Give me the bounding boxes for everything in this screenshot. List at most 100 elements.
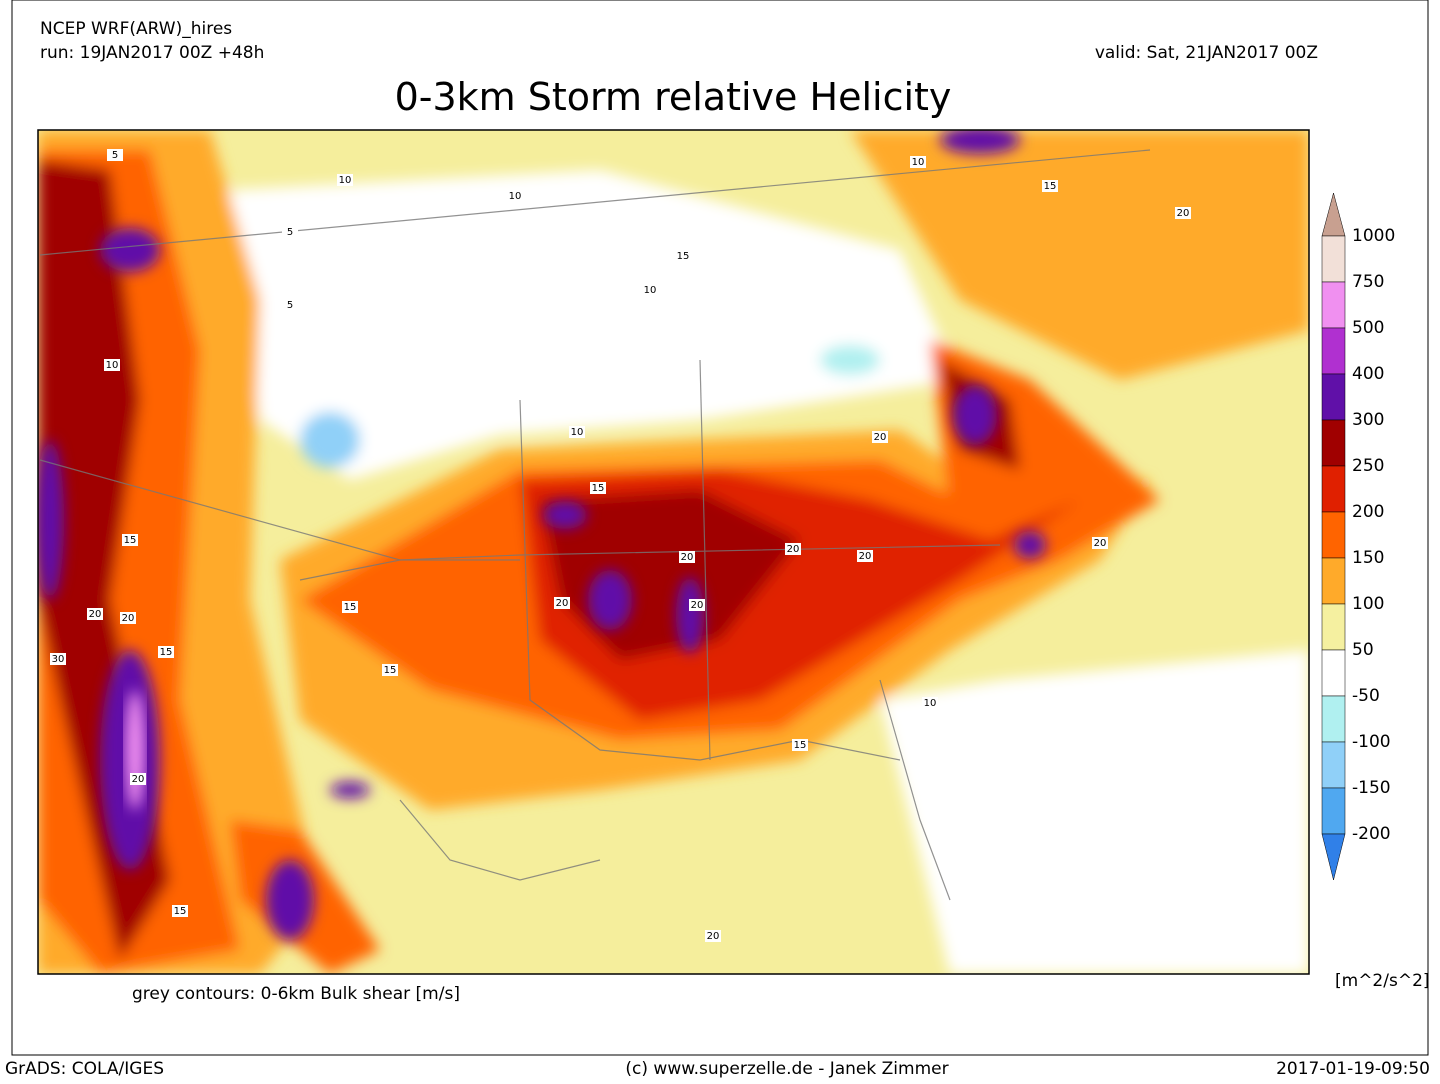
contour-label: 10	[924, 698, 937, 709]
colorbar-label: 300	[1352, 410, 1384, 430]
contour-label-bg	[1042, 180, 1058, 192]
colorbar-segment	[1321, 373, 1346, 421]
title: 0-3km Storm relative Helicity	[395, 75, 952, 119]
map-border	[37, 129, 1310, 975]
footer-center: (c) www.superzelle.de - Janek Zimmer	[625, 1059, 948, 1079]
footer-left: GrADS: COLA/IGES	[5, 1059, 164, 1079]
contour-label-bg	[922, 697, 938, 709]
colorbar-label: -150	[1352, 778, 1391, 798]
contour-note: grey contours: 0-6km Bulk shear [m/s]	[132, 984, 460, 1004]
colorbar: 1000 750 500 400 300 250 200 150 100 50 -50 -100 -15…	[1321, 192, 1395, 881]
contour-label-bg	[120, 612, 136, 624]
contour-label: 10	[571, 427, 584, 438]
colorbar-label: 200	[1352, 502, 1384, 522]
colorbar-segment	[1321, 695, 1346, 743]
colorbar-segment	[1321, 649, 1346, 697]
contour-label-bg	[785, 543, 801, 555]
contour-label-bg	[50, 653, 66, 665]
contour-label-bg	[569, 426, 585, 438]
contour-label-bg	[282, 299, 298, 311]
colorbar-label: 100	[1352, 594, 1384, 614]
contour-label: 20	[681, 552, 694, 563]
contour-label-bg	[792, 739, 808, 751]
contour-label: 15	[1044, 181, 1057, 192]
contour-label: 10	[509, 191, 522, 202]
contour-label: 5	[112, 150, 118, 161]
contour-label-bg	[590, 482, 606, 494]
colorbar-segment	[1321, 281, 1346, 329]
contour-label-bg	[507, 190, 523, 202]
contour-label: 5	[287, 227, 293, 238]
run-time: run: 19JAN2017 00Z +48h	[40, 43, 264, 63]
colorbar-label: 1000	[1352, 226, 1395, 246]
contour-label: 15	[124, 535, 137, 546]
contour-label: 10	[339, 175, 352, 186]
contour-label-bg	[337, 174, 353, 186]
colorbar-segment	[1321, 327, 1346, 375]
contour-label: 15	[344, 602, 357, 613]
colorbar-segment	[1321, 603, 1346, 651]
colorbar-label: 250	[1352, 456, 1384, 476]
contour-label-bg	[705, 930, 721, 942]
contour-label: 15	[794, 740, 807, 751]
contour-labels: 5 10 5 10 15 10 15 20 10 10 15 15 20 20 20 20 20 15 20 20 15…	[50, 149, 1191, 942]
contour-label-bg	[554, 597, 570, 609]
colorbar-label: 150	[1352, 548, 1384, 568]
contour-label: 20	[122, 613, 135, 624]
contour-label-bg	[87, 608, 103, 620]
model-name: NCEP WRF(ARW)_hires	[40, 19, 232, 39]
colorbar-arrow-top	[1321, 192, 1346, 237]
contour-label-bg	[282, 226, 298, 238]
contour-label-bg	[679, 551, 695, 563]
contour-label: 15	[677, 251, 690, 262]
colorbar-arrow-bottom	[1321, 833, 1346, 881]
colorbar-label: -200	[1352, 824, 1391, 844]
frame	[11, 0, 1429, 1056]
contour-label-bg	[675, 250, 691, 262]
contour-label: 30	[52, 654, 65, 665]
contour-label: 15	[592, 483, 605, 494]
valid-time: valid: Sat, 21JAN2017 00Z	[1095, 43, 1318, 63]
contour-label-bg	[130, 773, 146, 785]
contour-label: 20	[859, 551, 872, 562]
contour-label: 5	[287, 300, 293, 311]
contour-label: 20	[874, 432, 887, 443]
colorbar-label: 500	[1352, 318, 1384, 338]
colorbar-label: -100	[1352, 732, 1391, 752]
contour-label: 15	[384, 665, 397, 676]
contour-label-bg	[382, 664, 398, 676]
contour-label: 20	[691, 600, 704, 611]
contour-label: 20	[1177, 208, 1190, 219]
contour-label-bg	[910, 156, 926, 168]
contour-label-bg	[172, 905, 188, 917]
contour-label: 15	[160, 647, 173, 658]
contour-label-bg	[872, 431, 888, 443]
contour-label: 10	[106, 360, 119, 371]
contour-label: 20	[132, 774, 145, 785]
contour-label-bg	[104, 359, 120, 371]
contour-label-bg	[122, 534, 138, 546]
contour-label-bg	[689, 599, 705, 611]
contour-label-bg	[158, 646, 174, 658]
colorbar-segment	[1321, 419, 1346, 467]
footer-right: 2017-01-19-09:50	[1276, 1059, 1430, 1079]
colorbar-label: 400	[1352, 364, 1384, 384]
contour-label-bg	[1175, 207, 1191, 219]
contour-label-bg	[107, 149, 123, 161]
colorbar-segment	[1321, 787, 1346, 835]
contour-label: 15	[174, 906, 187, 917]
colorbar-label: 750	[1352, 272, 1384, 292]
colorbar-unit: [m^2/s^2]	[1335, 971, 1430, 991]
contour-label: 20	[787, 544, 800, 555]
contour-label-bg	[342, 601, 358, 613]
contour-label: 20	[89, 609, 102, 620]
contour-label: 20	[1094, 538, 1107, 549]
contour-label-bg	[1092, 537, 1108, 549]
colorbar-label: 50	[1352, 640, 1374, 660]
contour-label: 10	[912, 157, 925, 168]
contour-label-bg	[857, 550, 873, 562]
contour-label: 20	[556, 598, 569, 609]
contour-label-bg	[642, 284, 658, 296]
colorbar-segment	[1321, 741, 1346, 789]
